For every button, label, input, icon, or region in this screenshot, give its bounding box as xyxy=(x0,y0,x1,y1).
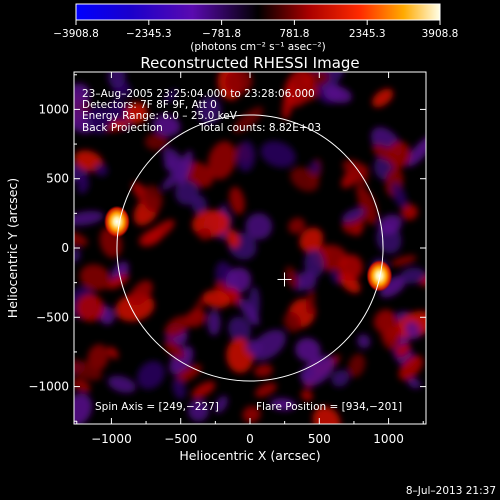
method-label: Back Projection xyxy=(82,122,163,134)
colorbar-units: (photons cm⁻² s⁻¹ asec⁻²) xyxy=(190,41,325,53)
flare-source xyxy=(366,259,393,292)
colorbar-tick-label: −3908.8 xyxy=(53,28,99,40)
solar-limb-circle xyxy=(116,114,384,382)
x-tick-label: 0 xyxy=(246,432,254,446)
colorbar-tick-label: −781.8 xyxy=(202,28,241,40)
footer-timestamp: 8–Jul–2013 21:37 xyxy=(406,485,496,497)
colorbar-tick-label: −2345.3 xyxy=(126,28,172,40)
x-axis-label: Heliocentric X (arcsec) xyxy=(179,448,320,463)
colorbar-tick-label: 781.8 xyxy=(279,28,309,40)
colorbar-tick-label: 2345.3 xyxy=(349,28,386,40)
y-tick-label: −500 xyxy=(36,310,69,324)
spin-axis-label: Spin Axis = [249,−227] xyxy=(95,401,219,413)
energy-range-label: Energy Range: 6.0 – 25.0 keV xyxy=(82,110,238,122)
x-tick-label: −500 xyxy=(164,432,197,446)
heatmap-image xyxy=(74,72,426,424)
flare-source xyxy=(103,205,130,238)
spin-axis-marker xyxy=(277,272,292,287)
y-tick-label: −1000 xyxy=(28,380,69,394)
colorbar xyxy=(75,3,441,21)
time-range-label: 23–Aug–2005 23:25:04.000 to 23:28:06.000 xyxy=(82,88,315,100)
y-axis-label: Heliocentric Y (arcsec) xyxy=(5,178,20,318)
flare-position-label: Flare Position = [934,−201] xyxy=(256,401,402,413)
x-tick-label: −1000 xyxy=(91,432,132,446)
x-tick-label: 500 xyxy=(308,432,331,446)
colorbar-ticks: −3908.8 −2345.3 −781.8 781.8 2345.3 3908.8 xyxy=(53,20,458,40)
x-axis: −1000 −500 0 500 1000 xyxy=(76,72,424,446)
y-tick-label: 500 xyxy=(46,172,69,186)
total-counts-label: Total counts: 8.82E+03 xyxy=(198,122,321,134)
y-tick-label: 0 xyxy=(61,241,69,255)
detectors-label: Detectors: 7F 8F 9F, Att 0 xyxy=(82,99,217,111)
chart-title: Reconstructed RHESSI Image xyxy=(140,54,359,72)
y-tick-label: 1000 xyxy=(38,102,69,116)
colorbar-tick-label: 3908.8 xyxy=(422,28,459,40)
x-tick-label: 1000 xyxy=(373,432,404,446)
y-axis: 1000 500 0 −500 −1000 xyxy=(28,74,426,422)
